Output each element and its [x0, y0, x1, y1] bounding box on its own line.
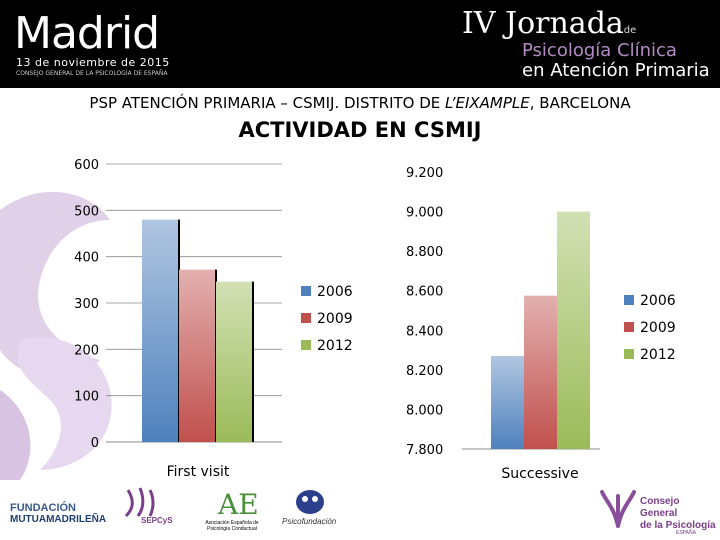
legend-swatch-2006 — [301, 286, 311, 296]
y-tick-label: 8.200 — [406, 364, 443, 379]
slide-subtitle: PSP ATENCIÓN PRIMARIA – CSMIJ. DISTRITO … — [0, 94, 720, 112]
jornada-line3: en Atención Primaria — [522, 60, 710, 81]
cgp-line1: Consejo General — [640, 496, 680, 519]
bar-2012 — [216, 281, 253, 442]
legend-label-2006: 2006 — [317, 284, 353, 300]
psicofundacion-logo-icon — [296, 490, 324, 514]
bar-2012 — [557, 211, 590, 449]
aepc-logo-mark: AE — [218, 488, 259, 521]
y-tick-label: 9.200 — [406, 166, 443, 181]
cgp-line2: de la Psicología — [640, 520, 716, 531]
fundacion-logo-line2: MUTUAMADRILEÑA — [10, 514, 107, 525]
y-tick-label: 8.800 — [406, 245, 443, 260]
legend-swatch-2012 — [624, 349, 634, 359]
y-tick-label: 9.000 — [406, 206, 443, 221]
bar-2006 — [142, 219, 179, 442]
cgp-logo-text: Consejo General de la Psicología — [640, 496, 716, 532]
event-city: Madrid — [14, 8, 160, 59]
slide-title: ACTIVIDAD EN CSMIJ — [238, 118, 482, 142]
jornada-line2: Psicología Clínica — [522, 40, 677, 61]
y-tick-label: 500 — [74, 204, 99, 219]
legend-swatch-2012 — [301, 340, 311, 350]
bar-2009 — [524, 295, 557, 449]
x-category-label: First visit — [167, 464, 230, 480]
legend-swatch-2009 — [301, 313, 311, 323]
y-tick-label: 8.400 — [406, 324, 443, 339]
jornada-de: de — [623, 25, 637, 36]
legend-label-2012: 2012 — [317, 338, 353, 354]
subtitle-prefix: PSP ATENCIÓN PRIMARIA – CSMIJ. DISTRITO … — [89, 94, 446, 112]
sepcys-logo-text: SEPCyS — [141, 516, 173, 525]
aepc-logo-text: Asociación Española de Psicología Conduc… — [205, 520, 259, 532]
y-tick-label: 100 — [74, 390, 99, 405]
subtitle-district: L’EIXAMPLE — [445, 94, 530, 112]
y-tick-label: 400 — [74, 251, 99, 266]
decorative-background — [0, 191, 112, 480]
psicofundacion-logo-text: Psicofundación — [282, 517, 337, 526]
y-tick-label: 8.600 — [406, 285, 443, 300]
legend-label-2006: 2006 — [640, 293, 676, 309]
bar-2009 — [179, 269, 216, 442]
y-tick-label: 7.800 — [406, 443, 443, 458]
sepcys-logo-icon — [124, 487, 155, 518]
legend-swatch-2006 — [624, 295, 634, 305]
subtitle-suffix: , BARCELONA — [529, 94, 631, 112]
y-tick-label: 200 — [74, 343, 99, 358]
y-tick-label: 8.000 — [406, 403, 443, 418]
fundacion-logo-line1: FUNDACIÓN — [10, 502, 76, 514]
cgp-logo-icon — [600, 490, 636, 528]
bar-2006 — [491, 356, 524, 449]
legend-label-2009: 2009 — [640, 320, 676, 336]
y-tick-label: 600 — [74, 158, 99, 173]
y-tick-label: 0 — [91, 436, 99, 451]
event-date: 13 de noviembre de 2015 — [16, 56, 170, 69]
legend-swatch-2009 — [624, 322, 634, 332]
event-organizer: CONSEJO GENERAL DE LA PSICOLOGÍA DE ESPA… — [16, 70, 168, 77]
cgp-country: ESPAÑA — [676, 530, 696, 536]
header-banner: Madrid 13 de noviembre de 2015 CONSEJO G… — [0, 0, 720, 88]
jornada-main: IV Jornada — [462, 6, 624, 41]
legend-label-2012: 2012 — [640, 347, 676, 363]
legend-label-2009: 2009 — [317, 311, 353, 327]
y-tick-label: 300 — [74, 297, 99, 312]
x-category-label: Successive — [501, 466, 578, 482]
jornada-title: IV Jornadade — [462, 6, 636, 41]
